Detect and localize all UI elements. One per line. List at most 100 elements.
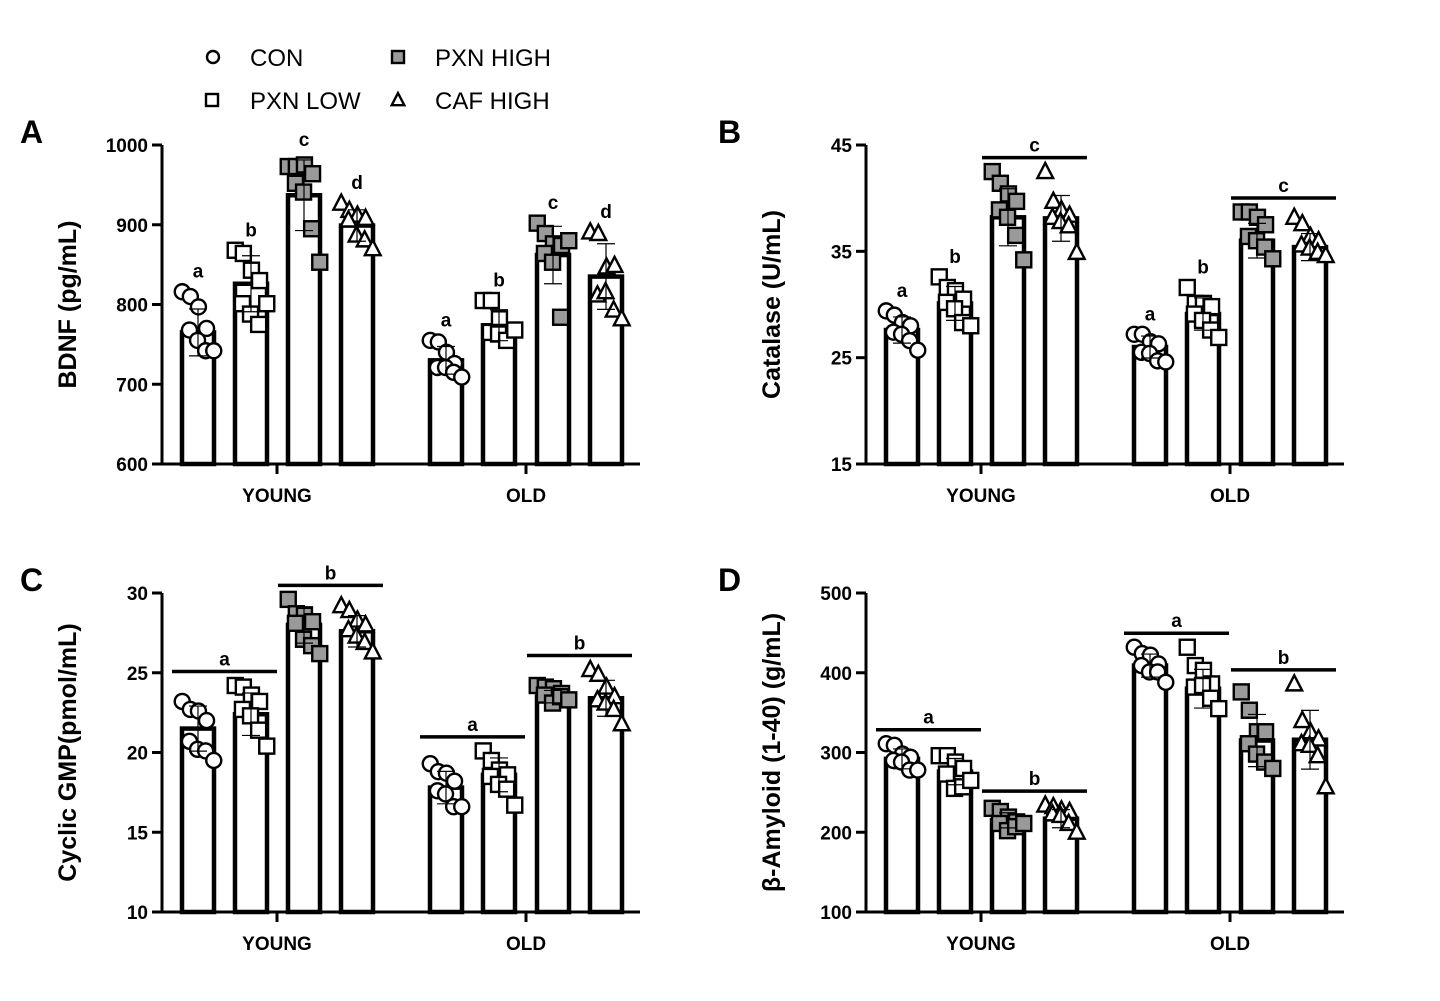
bar-group-old-pxn-low — [1178, 638, 1228, 915]
significance-letter: c — [299, 130, 310, 151]
bar — [1184, 686, 1222, 915]
y-tick-label: 25 — [831, 349, 853, 370]
error-bar — [597, 243, 615, 311]
bar-group-young-caf-high — [1035, 793, 1087, 915]
bar — [338, 223, 376, 467]
y-tick-label: 600 — [116, 455, 148, 476]
error-bar — [999, 812, 1017, 829]
data-point — [1066, 821, 1087, 840]
significance-letter: a — [441, 310, 452, 331]
bar-group-young-con — [877, 735, 927, 915]
significance-marker: c — [299, 130, 310, 151]
error-bar — [1301, 232, 1319, 262]
significance-letter: a — [1171, 611, 1182, 632]
data-point — [303, 165, 322, 183]
y-tick-label: 100 — [820, 903, 852, 924]
data-point — [1006, 226, 1025, 245]
data-point — [1264, 759, 1282, 778]
data-point — [1210, 699, 1228, 718]
data-point — [279, 590, 297, 609]
square-marker-icon — [390, 49, 406, 65]
bar-group-young-caf-high — [331, 191, 383, 467]
significance-letter: d — [351, 173, 363, 194]
error-bar — [597, 679, 615, 717]
bar-group-old-pxn-high — [528, 676, 578, 915]
data-point — [506, 321, 524, 339]
x-tick-label: YOUNG — [242, 486, 312, 507]
data-point — [205, 342, 223, 360]
significance-marker: a — [1145, 304, 1156, 325]
y-axis-label: BDNF (pg/mL) — [54, 220, 82, 388]
data-point — [362, 640, 383, 660]
panel-letter: A — [20, 114, 43, 150]
error-bar — [295, 159, 313, 232]
error-bar — [1248, 222, 1266, 259]
y-tick-label: 15 — [127, 823, 149, 844]
data-point — [205, 751, 223, 770]
data-point — [1210, 328, 1228, 347]
bar-group-old-pxn-high — [528, 214, 578, 467]
bar-group-old-caf-high — [580, 658, 632, 915]
y-tick-label: 25 — [127, 664, 149, 685]
panel-d: Dβ-Amyloid (1-40) (g/mL) 100 200 300 400 500 Y… — [718, 562, 1344, 955]
data-point — [1007, 192, 1026, 211]
data-point — [962, 771, 980, 790]
error-bar — [1141, 653, 1159, 678]
error-bar — [544, 689, 562, 704]
data-point — [355, 207, 376, 227]
bar-group-old-pxn-low — [1178, 278, 1228, 467]
significance-marker: d — [600, 202, 612, 223]
data-point — [453, 368, 471, 386]
y-tick-label: 45 — [831, 136, 853, 157]
data-point — [1315, 775, 1336, 795]
data-point — [249, 315, 268, 334]
error-bar — [1141, 335, 1159, 359]
significance-letter: a — [897, 281, 908, 302]
y-tick-label: 1000 — [106, 136, 148, 157]
significance-marker: c — [982, 136, 1087, 160]
data-point — [362, 237, 383, 257]
data-point — [1157, 673, 1175, 692]
legend: CON PXN LOW PXN HIGH CAF HIGH — [204, 45, 551, 115]
significance-letter: b — [245, 220, 257, 241]
data-point — [937, 765, 956, 783]
data-point — [354, 228, 375, 248]
legend-label: CON — [250, 45, 303, 72]
panel-letter: B — [718, 114, 741, 150]
data-point — [250, 692, 269, 711]
error-bar — [544, 225, 562, 285]
significance-letter: a — [923, 708, 934, 729]
data-point — [286, 614, 305, 633]
data-point — [258, 295, 276, 313]
data-point — [250, 271, 269, 290]
bar — [534, 694, 572, 915]
bar-group-old-caf-high — [1284, 206, 1336, 467]
significance-letter: b — [949, 247, 961, 268]
data-point — [258, 737, 276, 755]
significance-marker: b — [527, 634, 632, 658]
data-point — [1232, 683, 1250, 701]
data-point — [311, 253, 329, 271]
bar — [534, 252, 572, 467]
significance-letter: b — [1197, 257, 1209, 278]
data-point — [962, 317, 980, 335]
significance-marker: a — [193, 262, 204, 283]
panel-c: C Cyclic GMP(pmol/mL) 10 15 20 25 30 YOUNG OLD a b… — [20, 562, 640, 955]
x-tick-label: YOUNG — [242, 934, 312, 955]
bar-group-young-caf-high — [1035, 160, 1087, 467]
significance-marker: b — [982, 769, 1087, 793]
data-point — [197, 319, 216, 338]
significance-marker: b — [245, 220, 257, 241]
data-point — [453, 798, 471, 816]
data-point — [1307, 744, 1328, 764]
significance-marker: b — [278, 563, 383, 588]
legend-item-caf-high: CAF HIGH — [389, 88, 550, 115]
bar-group-old-pxn-low — [474, 291, 524, 467]
data-point — [551, 308, 570, 326]
bar — [1238, 238, 1276, 467]
legend-label: CAF HIGH — [435, 88, 550, 115]
data-point — [1157, 353, 1175, 371]
data-point — [1015, 251, 1033, 269]
y-axis-label: Cyclic GMP(pmol/mL) — [54, 623, 82, 881]
data-point — [482, 291, 501, 310]
